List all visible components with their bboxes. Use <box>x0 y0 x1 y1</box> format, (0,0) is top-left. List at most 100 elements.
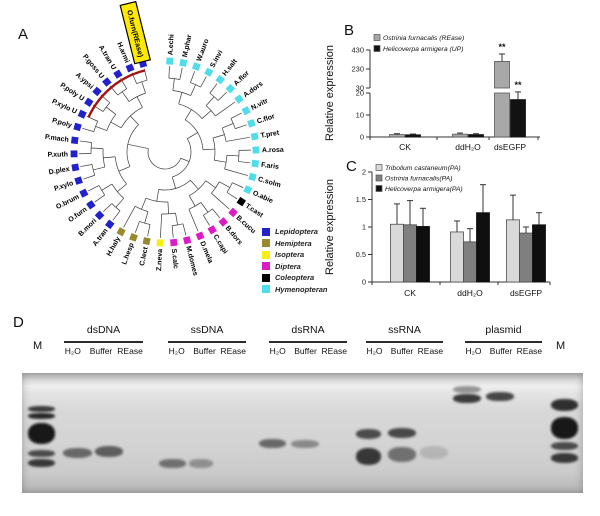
y-tick-label: 0.5 <box>356 250 366 259</box>
taxon-marker <box>84 97 94 107</box>
taxon-marker <box>92 86 102 97</box>
legend-swatch <box>262 250 270 259</box>
tree-branch-arc <box>114 156 127 185</box>
legend-label: Hymenopteran <box>275 284 328 294</box>
tree-branch-arc <box>126 124 139 167</box>
taxon-label: D.mela <box>198 241 213 265</box>
taxon-label: H.armi <box>115 41 130 64</box>
gel-band <box>28 459 55 467</box>
tree-branch-arc <box>117 88 127 96</box>
tree-branch <box>188 209 199 232</box>
tree-branch <box>190 180 199 190</box>
tree-branch <box>205 180 216 189</box>
tree-legend-item: Isoptera <box>262 249 342 261</box>
taxon-marker <box>218 217 229 227</box>
taxon-marker <box>113 69 123 79</box>
gel-band <box>551 453 578 463</box>
legend-swatch <box>375 174 383 182</box>
bar <box>468 134 484 138</box>
taxon-marker <box>228 207 238 218</box>
tree-branch <box>101 183 113 191</box>
gel-band <box>159 459 186 468</box>
legend-swatch <box>373 45 381 52</box>
bar <box>416 226 430 283</box>
tree-branch <box>209 83 218 94</box>
sample-group-line <box>366 341 443 343</box>
legend-label: Tribolium castaneum(PA) <box>385 165 461 172</box>
taxon-label: A.rosa <box>262 147 284 154</box>
legend-swatch <box>262 285 270 294</box>
gel-band <box>28 450 55 457</box>
y-axis-title: Relative expression <box>324 179 336 275</box>
lane-label: H₂O <box>465 346 482 356</box>
tree-branch <box>123 206 136 228</box>
taxon-marker <box>77 109 87 119</box>
legend-swatch <box>373 34 381 41</box>
legend-swatch <box>262 239 270 248</box>
taxon-label: C.solm <box>257 176 281 189</box>
gel-band <box>453 386 481 393</box>
taxon-label: O.abie <box>251 190 273 205</box>
y-tick-label: 230 <box>351 65 364 74</box>
legend-swatch <box>262 262 270 271</box>
tree-branch-arc <box>188 202 202 210</box>
tree-branch <box>143 68 148 81</box>
lane-label: Buffer <box>489 346 513 356</box>
y-tick-label: 20 <box>356 89 364 98</box>
tree-branch <box>83 174 95 180</box>
tree-branch <box>160 213 163 238</box>
tree-branch <box>168 66 170 79</box>
tree-branch <box>141 81 146 94</box>
tree-branch-arc <box>190 82 201 88</box>
taxon-label: A.echi <box>167 34 175 55</box>
tree-branch-arc <box>136 79 148 84</box>
tree-branch <box>178 92 183 104</box>
taxon-label: P.xylo <box>53 180 74 193</box>
tree-branch <box>144 211 149 224</box>
gel-band <box>28 406 55 412</box>
lane-label: REase <box>117 346 143 356</box>
highlight-box-rect <box>119 0 151 65</box>
tree-branch-arc <box>209 92 219 101</box>
tree-branch-arc <box>226 182 233 193</box>
bar-lower-segment <box>494 92 510 138</box>
expression-chart-c: 0 0.5 1 1.5 2 CK ddH₂O dsEGFP Relative expressio… <box>324 164 551 298</box>
gel-band <box>356 429 381 439</box>
lane-label: REase <box>417 346 444 356</box>
taxon-label: B.mori <box>78 218 99 238</box>
taxon-marker <box>166 57 174 65</box>
lane-label: Buffer <box>294 346 317 356</box>
tree-branch <box>212 208 221 219</box>
taxon-label: T.cast <box>244 203 265 220</box>
panel-c-label: C <box>346 158 357 175</box>
lane-label: Buffer <box>89 346 113 356</box>
tree-branch <box>190 71 195 83</box>
gel-band <box>453 394 481 403</box>
bar <box>532 224 546 283</box>
taxon-label: O.brum <box>55 194 80 212</box>
taxon-label: F.aris <box>261 162 280 171</box>
taxon-marker <box>195 231 205 241</box>
taxon-marker <box>129 233 138 242</box>
tree-branch-arc <box>106 114 117 131</box>
taxon-label: H.salt <box>222 58 240 78</box>
tree-branch <box>232 182 244 188</box>
tree-branch <box>93 166 105 171</box>
tree-branch <box>238 161 251 164</box>
phylogenetic-tree: A.echi M.phar W.auroS.inviH.saltA.florA.do… <box>44 0 284 277</box>
tree-branch <box>224 168 248 176</box>
gel-band <box>551 417 578 439</box>
gel-band <box>291 440 319 448</box>
y-tick-label: 0 <box>360 133 364 142</box>
tree-branch <box>180 157 190 162</box>
tree-branch <box>86 115 98 122</box>
taxon-label: M.domes <box>184 245 198 276</box>
panel-d-label: D <box>13 314 24 331</box>
tree-branch <box>110 121 122 129</box>
taxon-marker <box>191 62 201 71</box>
tree-branch <box>91 147 104 149</box>
tree-branch <box>212 134 225 139</box>
tree-branch-arc <box>238 150 240 162</box>
category-label: CK <box>399 142 411 152</box>
significance-star: ** <box>514 80 522 90</box>
